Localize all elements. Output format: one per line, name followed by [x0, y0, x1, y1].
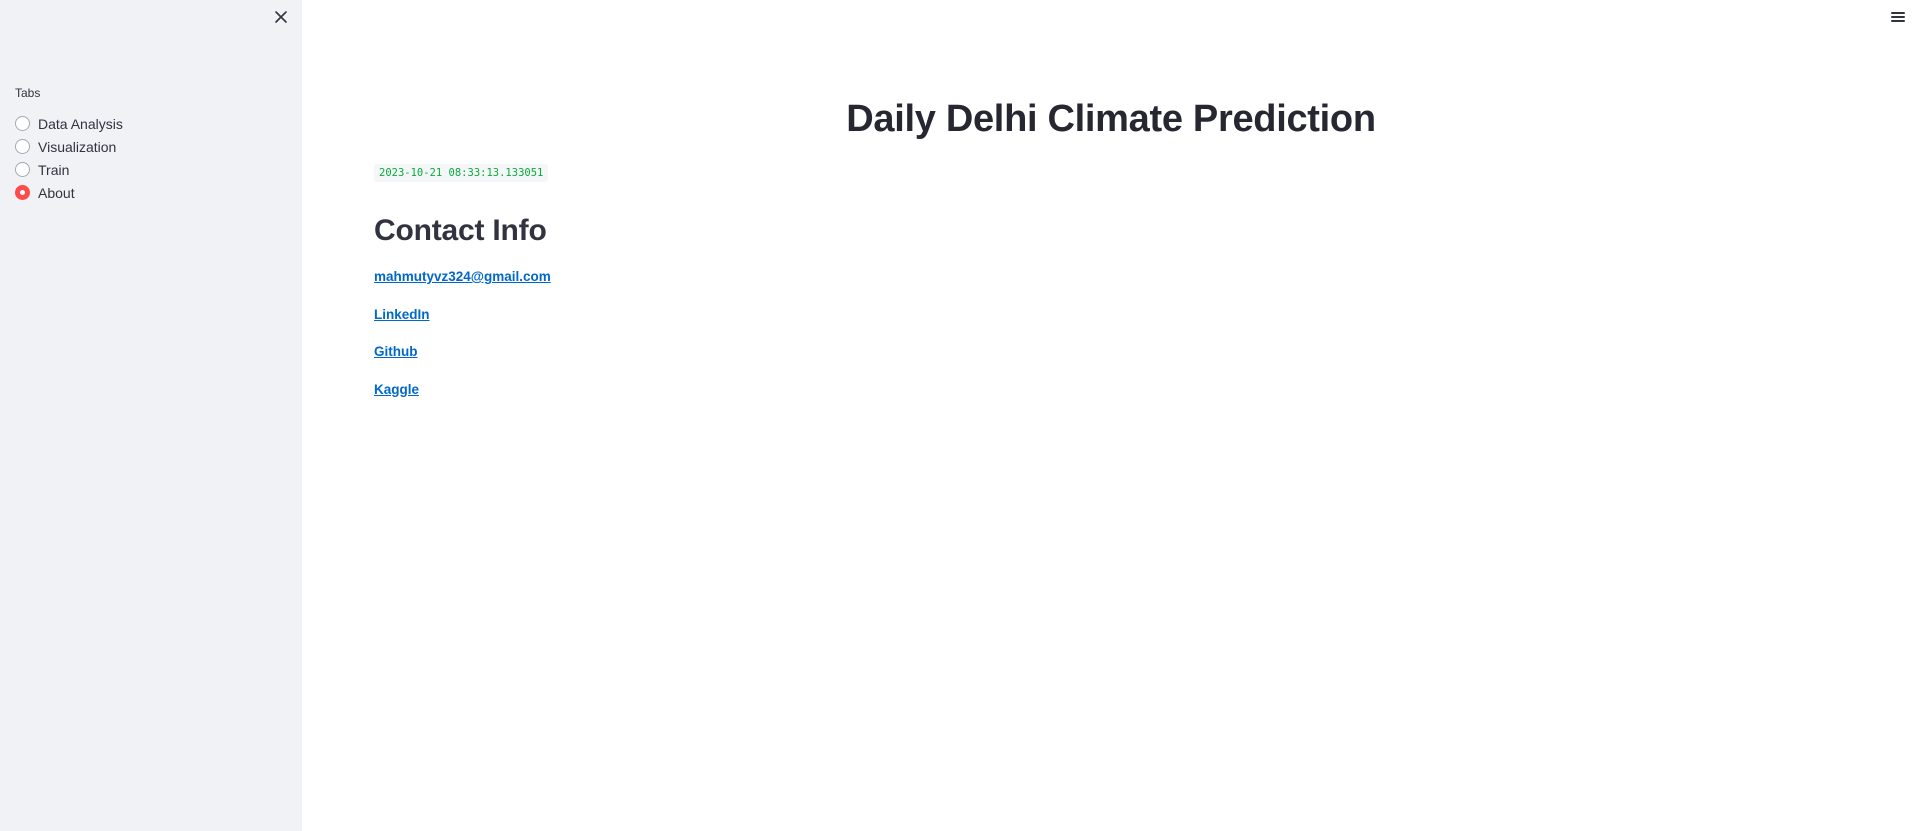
radio-button-unselected[interactable]: [15, 162, 30, 177]
hamburger-line: [1891, 16, 1905, 18]
kaggle-link[interactable]: Kaggle: [374, 382, 419, 397]
radio-option-about[interactable]: About: [15, 181, 123, 204]
radio-option-label: Visualization: [38, 139, 116, 155]
tabs-radio-label: Tabs: [15, 86, 40, 100]
timestamp-code: 2023-10-21 08:33:13.133051: [374, 164, 548, 182]
radio-option-label: Train: [38, 162, 69, 178]
linkedin-link[interactable]: LinkedIn: [374, 307, 430, 322]
radio-option-data-analysis[interactable]: Data Analysis: [15, 112, 123, 135]
radio-dot: [20, 190, 25, 195]
radio-option-visualization[interactable]: Visualization: [15, 135, 123, 158]
github-link[interactable]: Github: [374, 344, 418, 359]
sidebar: Tabs Data Analysis Visualization Train A…: [0, 0, 302, 831]
page-title: Daily Delhi Climate Prediction: [302, 98, 1920, 141]
close-icon: [274, 10, 288, 24]
radio-option-train[interactable]: Train: [15, 158, 123, 181]
radio-button-unselected[interactable]: [15, 139, 30, 154]
hamburger-line: [1891, 20, 1905, 22]
email-link[interactable]: mahmutyvz324@gmail.com: [374, 269, 551, 284]
tabs-radio-group: Data Analysis Visualization Train About: [15, 112, 123, 204]
radio-button-unselected[interactable]: [15, 116, 30, 131]
radio-option-label: Data Analysis: [38, 116, 123, 132]
hamburger-menu-icon: [1891, 12, 1905, 14]
sidebar-close-button[interactable]: [270, 6, 292, 28]
main-menu-button[interactable]: [1889, 9, 1907, 25]
radio-button-selected[interactable]: [15, 185, 30, 200]
contact-info-heading: Contact Info: [374, 214, 547, 248]
radio-option-label: About: [38, 185, 75, 201]
